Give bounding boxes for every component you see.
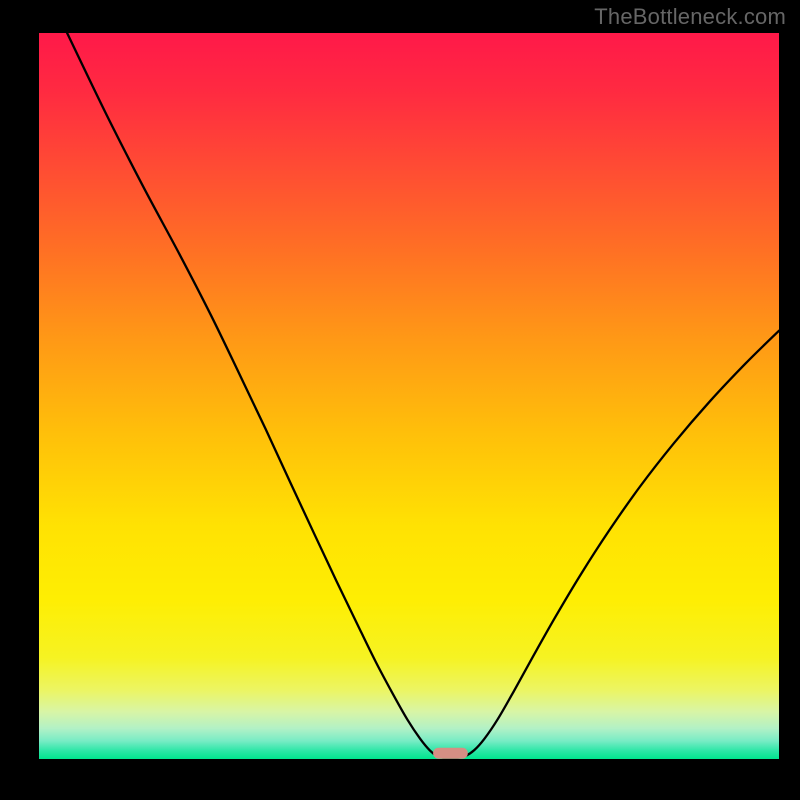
watermark-text: TheBottleneck.com [594, 4, 786, 30]
chart-svg [0, 0, 800, 800]
plot-background [39, 33, 779, 759]
chart-stage: TheBottleneck.com [0, 0, 800, 800]
